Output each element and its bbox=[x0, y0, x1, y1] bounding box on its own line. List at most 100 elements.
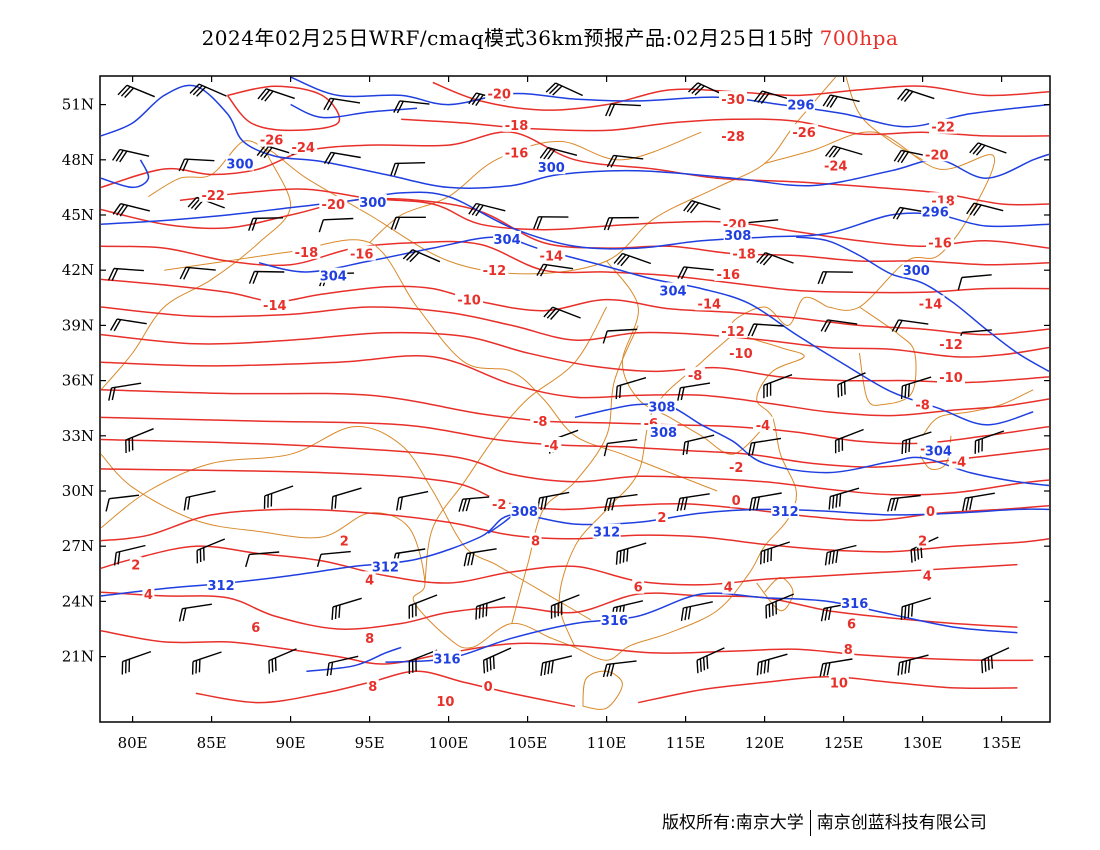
wind-barb-feather bbox=[901, 441, 904, 455]
height-label: 300 bbox=[359, 196, 386, 211]
wind-barb-feather bbox=[962, 498, 966, 512]
temperature-label: -16 bbox=[350, 248, 374, 263]
wind-barb-feather bbox=[318, 219, 324, 233]
height-label-bg bbox=[649, 424, 678, 440]
temperature-label-bg bbox=[926, 234, 954, 250]
wind-barb-shaft bbox=[268, 648, 297, 662]
temperature-label-bg bbox=[726, 459, 747, 475]
border-line bbox=[922, 389, 1034, 437]
wind-barb-feather bbox=[752, 497, 757, 511]
wind-barb-shaft bbox=[898, 319, 929, 325]
wind-barb-feather bbox=[760, 92, 770, 104]
wind-barb-feather bbox=[907, 659, 911, 673]
wind-barb-feather bbox=[900, 606, 903, 620]
temperature-label-bg bbox=[455, 291, 484, 307]
wind-barb-feather bbox=[533, 216, 540, 230]
wind-barb-feather bbox=[615, 386, 618, 400]
wind-barb-shaft bbox=[679, 493, 710, 499]
lat-tick-label: 48N bbox=[62, 151, 94, 169]
wind-barb-feather bbox=[257, 88, 267, 100]
title-text: 2024年02月25日WRF/cmaq模式36km预报产品:02月25日15时 bbox=[201, 26, 814, 50]
wind-barb-feather bbox=[691, 83, 702, 94]
temperature-label: 4 bbox=[724, 581, 733, 596]
wind-barb-shaft bbox=[330, 151, 361, 159]
temperature-label-bg bbox=[924, 503, 937, 519]
temperature-label-bg bbox=[842, 641, 855, 657]
axis-ticks bbox=[100, 76, 1050, 722]
temperature-label-bg bbox=[142, 586, 155, 601]
temperature-label-bg bbox=[685, 367, 706, 383]
temperature-labels: -20-18-16-26 -24-22-20-18 -16 -14-12-10-14-… bbox=[129, 85, 969, 710]
border-line bbox=[424, 306, 608, 584]
wind-barb-feather bbox=[485, 603, 488, 617]
wind-barb-feather bbox=[109, 318, 118, 331]
wind-barb-feather bbox=[536, 263, 545, 276]
wind-barb-feather bbox=[251, 218, 258, 231]
wind-barb-shaft bbox=[126, 84, 155, 98]
temperature-label: 8 bbox=[844, 643, 853, 658]
wind-barb-feather bbox=[894, 497, 899, 511]
lon-tick-label: 110E bbox=[587, 734, 627, 752]
wind-barb-feather bbox=[606, 155, 615, 168]
temperature-label: -24 bbox=[291, 141, 315, 156]
wind-barb-feather bbox=[827, 606, 832, 621]
temperature-label-bg bbox=[530, 413, 551, 429]
wind-barbs bbox=[105, 82, 1010, 678]
wind-barb-feather bbox=[835, 549, 839, 563]
temperature-label: -20 bbox=[322, 198, 346, 213]
wind-barb-shaft bbox=[332, 487, 362, 498]
height-label-bg bbox=[358, 194, 387, 210]
wind-barb-feather bbox=[966, 202, 975, 215]
wind-barb-feather bbox=[196, 86, 207, 97]
wind-barb-feather bbox=[543, 306, 554, 318]
wind-barb-shaft bbox=[186, 490, 216, 499]
wind-barb-shaft bbox=[398, 490, 429, 499]
wind-barb-feather bbox=[751, 324, 758, 337]
wind-barb-feather bbox=[603, 217, 610, 231]
wind-barb-feather bbox=[465, 498, 471, 512]
wind-barb-shaft bbox=[116, 318, 147, 325]
wind-barb-feather bbox=[539, 264, 548, 277]
wind-barb-feather bbox=[105, 498, 110, 512]
wind-barb-feather bbox=[825, 145, 835, 157]
wind-barb-feather bbox=[824, 607, 829, 621]
wind-barb-shaft bbox=[762, 90, 792, 101]
wind-barb-feather bbox=[330, 662, 334, 676]
wind-barb-feather bbox=[694, 85, 705, 96]
wind-barb-shaft bbox=[555, 82, 583, 97]
height-label-bg bbox=[786, 96, 815, 112]
wind-barb-feather bbox=[406, 250, 417, 261]
wind-barb-feather bbox=[753, 90, 763, 102]
wind-barb-feather bbox=[468, 92, 477, 105]
wind-barb-feather bbox=[619, 550, 622, 564]
wind-barb-feather bbox=[394, 217, 401, 230]
wind-barb-feather bbox=[338, 604, 341, 618]
wind-barb-feather bbox=[179, 266, 187, 280]
wind-barb-feather bbox=[823, 663, 828, 677]
height-label: 312 bbox=[772, 505, 799, 520]
lat-tick-label: 33N bbox=[62, 427, 94, 445]
wind-barb-shaft bbox=[977, 142, 1007, 154]
temperature-label-bg bbox=[435, 692, 456, 708]
temperature-label: -22 bbox=[931, 121, 955, 136]
wind-barb-shaft bbox=[466, 548, 497, 555]
wind-barb-feather bbox=[756, 662, 760, 676]
wind-barb-feather bbox=[763, 550, 766, 564]
temperature-label: 10 bbox=[436, 695, 454, 710]
height-isoline bbox=[101, 191, 1049, 250]
wind-barb-feather bbox=[115, 149, 124, 162]
lat-tick-label: 45N bbox=[62, 206, 94, 224]
height-label: 308 bbox=[648, 400, 675, 415]
wind-barb-feather bbox=[546, 308, 557, 319]
height-label-bg bbox=[207, 576, 236, 592]
wind-barb-feather bbox=[606, 663, 611, 677]
wind-barb-shaft bbox=[547, 146, 578, 156]
wind-barb-feather bbox=[911, 603, 914, 617]
wind-barb-feather bbox=[820, 608, 825, 622]
wind-barb-feather bbox=[470, 552, 475, 566]
temperature-label-bg bbox=[482, 678, 495, 693]
wind-barb-feather bbox=[684, 607, 688, 621]
wind-barb-shaft bbox=[613, 154, 644, 160]
wind-barb-shaft bbox=[323, 217, 354, 221]
wind-barb-feather bbox=[835, 494, 838, 508]
